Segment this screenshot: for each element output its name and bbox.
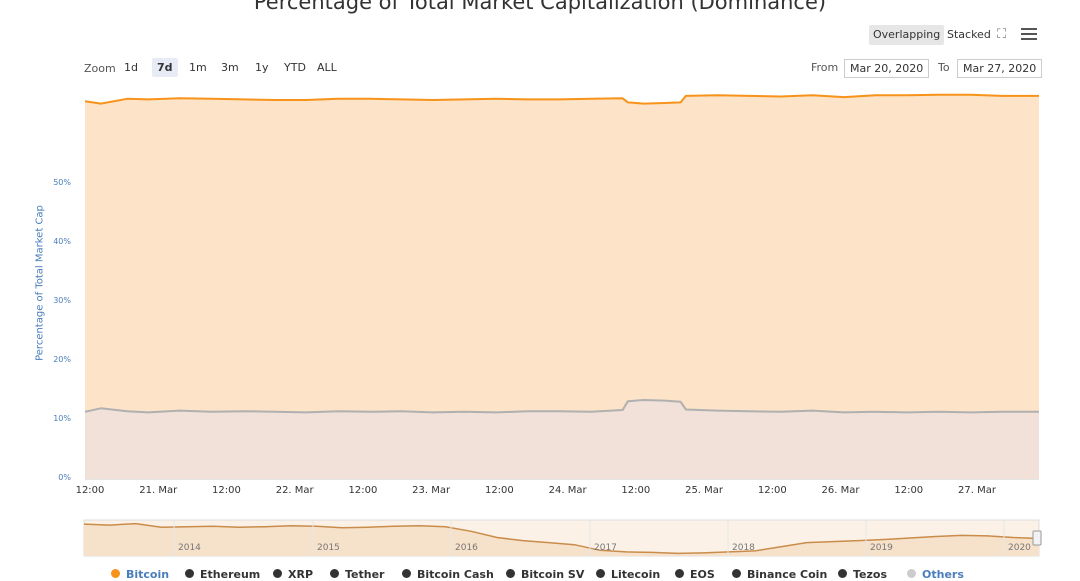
zoom-1m-button[interactable]: 1m: [189, 61, 207, 74]
legend-marker-icon: [330, 569, 339, 578]
zoom-3m-button[interactable]: 3m: [221, 61, 239, 74]
chart-title: Percentage of Total Market Capitalizatio…: [253, 0, 827, 14]
series-area-bitcoin: [85, 94, 1039, 479]
legend-marker-icon: [732, 569, 741, 578]
legend-label: Others: [922, 568, 964, 581]
navigator-year-label: 2015: [317, 543, 340, 553]
legend-marker-icon: [675, 569, 684, 578]
x-tick-label: 22. Mar: [275, 485, 314, 496]
legend-item[interactable]: Ethereum: [185, 569, 260, 581]
y-tick-label: 30%: [53, 296, 71, 306]
x-tick-label: 12:00: [212, 485, 241, 496]
x-tick-label: 12:00: [348, 485, 378, 496]
navigator-year-label: 2014: [178, 543, 201, 553]
y-tick-label: 40%: [53, 237, 71, 247]
y-tick-label: 20%: [53, 355, 71, 365]
from-label: From: [811, 61, 839, 74]
legend-item[interactable]: Bitcoin SV: [506, 569, 584, 581]
legend-label: Tezos: [853, 568, 888, 581]
to-label: To: [938, 61, 950, 74]
y-tick-label: 0%: [58, 473, 71, 482]
legend-marker-icon: [506, 569, 515, 578]
legend-label: EOS: [690, 568, 715, 581]
legend-marker-icon: [596, 569, 605, 578]
navigator-year-label: 2018: [732, 543, 755, 553]
y-tick-label: 50%: [53, 178, 71, 188]
legend-marker-icon: [907, 569, 916, 578]
from-date-input[interactable]: Mar 20, 2020: [844, 59, 930, 78]
legend-item[interactable]: Bitcoin: [111, 569, 169, 581]
legend-marker-icon: [838, 569, 847, 578]
x-tick-label: 12:00: [894, 485, 924, 496]
zoom-7d-button[interactable]: 7d: [152, 58, 178, 77]
legend-item[interactable]: Binance Coin: [732, 569, 827, 581]
navigator-year-label: 2017: [594, 543, 617, 553]
legend-item[interactable]: XRP: [273, 569, 313, 581]
x-tick-label: 21. Mar: [139, 485, 178, 496]
hamburger-menu-icon[interactable]: [1021, 28, 1037, 42]
zoom-1y-button[interactable]: 1y: [255, 61, 269, 74]
legend-marker-icon: [273, 569, 282, 578]
series-line-others: [84, 399, 1039, 414]
y-tick-label: 10%: [53, 414, 71, 424]
legend-item[interactable]: EOS: [675, 569, 715, 581]
x-tick-label: 26. Mar: [821, 485, 860, 496]
zoom-ytd-button[interactable]: YTD: [284, 61, 306, 74]
legend-marker-icon: [111, 569, 120, 578]
navigator-area: [84, 523, 1039, 556]
legend-label: Ethereum: [200, 568, 261, 581]
legend-label: Binance Coin: [747, 568, 828, 581]
overlapping-toggle[interactable]: Overlapping: [869, 25, 945, 45]
x-tick-label: 24. Mar: [548, 485, 587, 496]
legend-marker-icon: [402, 569, 411, 578]
legend-item[interactable]: Tether: [330, 569, 384, 581]
legend-item[interactable]: Litecoin: [596, 569, 660, 581]
x-tick-label: 27. Mar: [958, 485, 996, 496]
navigator-year-label: 2020: [1008, 543, 1031, 553]
legend-label: Tether: [345, 568, 385, 581]
to-date-input[interactable]: Mar 27, 2020: [957, 59, 1043, 78]
legend-marker-icon: [185, 569, 194, 578]
x-tick-label: 12:00: [621, 485, 651, 496]
zoom-all-button[interactable]: ALL: [317, 61, 337, 74]
x-tick-label: 25. Mar: [685, 485, 724, 496]
series-area-others: [85, 400, 1039, 479]
legend-label: Bitcoin: [126, 568, 170, 581]
stacked-toggle[interactable]: Stacked: [947, 28, 991, 41]
navigator-year-label: 2019: [870, 543, 893, 553]
legend-label: Bitcoin Cash: [417, 568, 494, 581]
x-tick-label: 12:00: [75, 485, 105, 496]
x-tick-label: 23. Mar: [412, 485, 451, 496]
legend-label: XRP: [288, 568, 314, 581]
fullscreen-icon[interactable]: ⛶: [997, 27, 1007, 42]
legend-item[interactable]: Others: [907, 569, 964, 581]
x-tick-label: 12:00: [484, 485, 514, 496]
zoom-label: Zoom: [84, 62, 116, 75]
navigator-handle[interactable]: [1032, 530, 1042, 546]
legend-item[interactable]: Tezos: [838, 569, 887, 581]
zoom-1d-button[interactable]: 1d: [124, 61, 138, 74]
legend: Bitcoin Ethereum XRP Tether Bitcoin Cash Bitc…: [0, 569, 1080, 581]
legend-label: Bitcoin SV: [521, 568, 585, 581]
series-line-bitcoin: [84, 93, 1039, 105]
navigator-line: [83, 522, 1040, 555]
legend-label: Litecoin: [611, 568, 661, 581]
x-tick-label: 12:00: [757, 485, 787, 496]
navigator-year-label: 2016: [455, 543, 478, 553]
legend-item[interactable]: Bitcoin Cash: [402, 569, 494, 581]
